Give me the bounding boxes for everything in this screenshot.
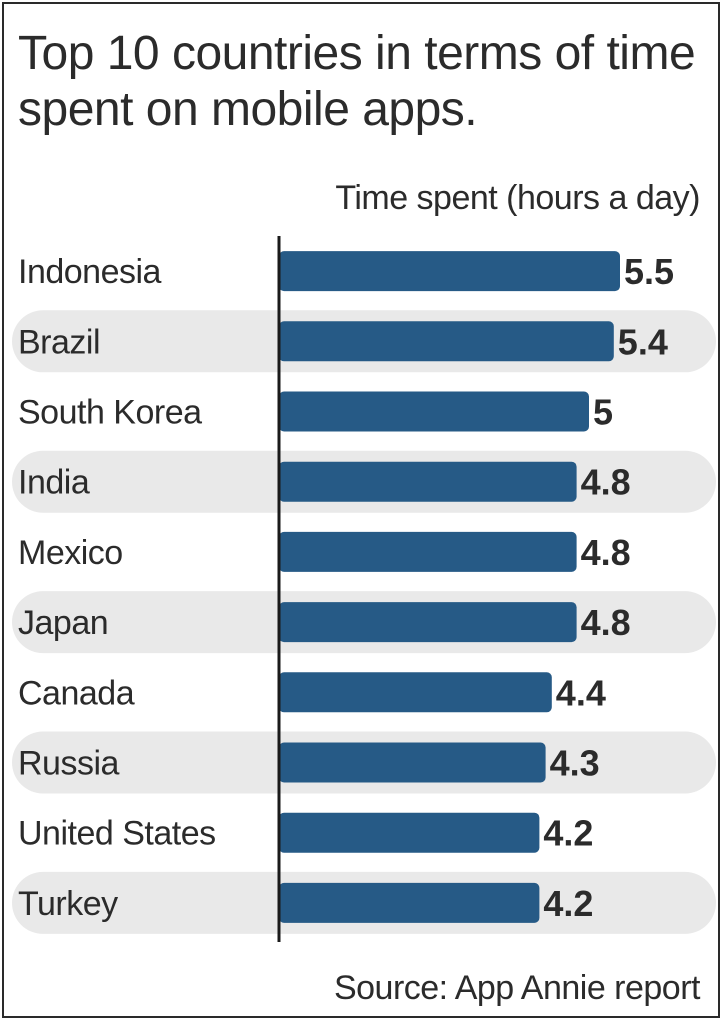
category-label: Mexico: [18, 534, 123, 572]
bar-mexico: [279, 531, 577, 572]
category-label: Turkey: [18, 885, 118, 923]
value-label: 4.2: [543, 813, 593, 854]
bar-south-korea: [279, 391, 589, 432]
bar-brazil: [279, 321, 614, 362]
category-label: Canada: [18, 674, 135, 712]
category-label: Indonesia: [18, 253, 162, 291]
bar-canada: [279, 672, 552, 713]
value-label: 5: [593, 392, 613, 433]
category-label: India: [18, 464, 90, 502]
value-label: 4.2: [543, 883, 593, 924]
value-axis-label: Time spent (hours a day): [335, 179, 700, 217]
value-label: 4.8: [581, 532, 631, 573]
category-label: Brazil: [18, 323, 100, 361]
value-label: 4.3: [550, 743, 600, 784]
bar-india: [279, 461, 577, 502]
bar-united-states: [279, 812, 540, 853]
bar-turkey: [279, 882, 540, 923]
value-label: 4.8: [581, 602, 631, 643]
category-label: Russia: [18, 745, 120, 783]
value-label: 4.8: [581, 462, 631, 503]
chart-title: Top 10 countries in terms of time spent …: [18, 27, 696, 136]
value-label: 4.4: [556, 672, 606, 713]
bar-indonesia: [279, 251, 620, 292]
category-label: South Korea: [18, 394, 202, 432]
value-label: 5.4: [618, 321, 668, 362]
category-label: Japan: [18, 604, 108, 642]
bar-chart: Indonesia 5.5 Brazil 5.4 South Korea 5 India 4.…: [12, 236, 716, 942]
bar-japan: [279, 602, 577, 643]
bar-russia: [279, 742, 546, 783]
value-label: 5.5: [624, 251, 674, 292]
category-label: United States: [18, 815, 216, 853]
chart-source: Source: App Annie report: [333, 969, 701, 1007]
